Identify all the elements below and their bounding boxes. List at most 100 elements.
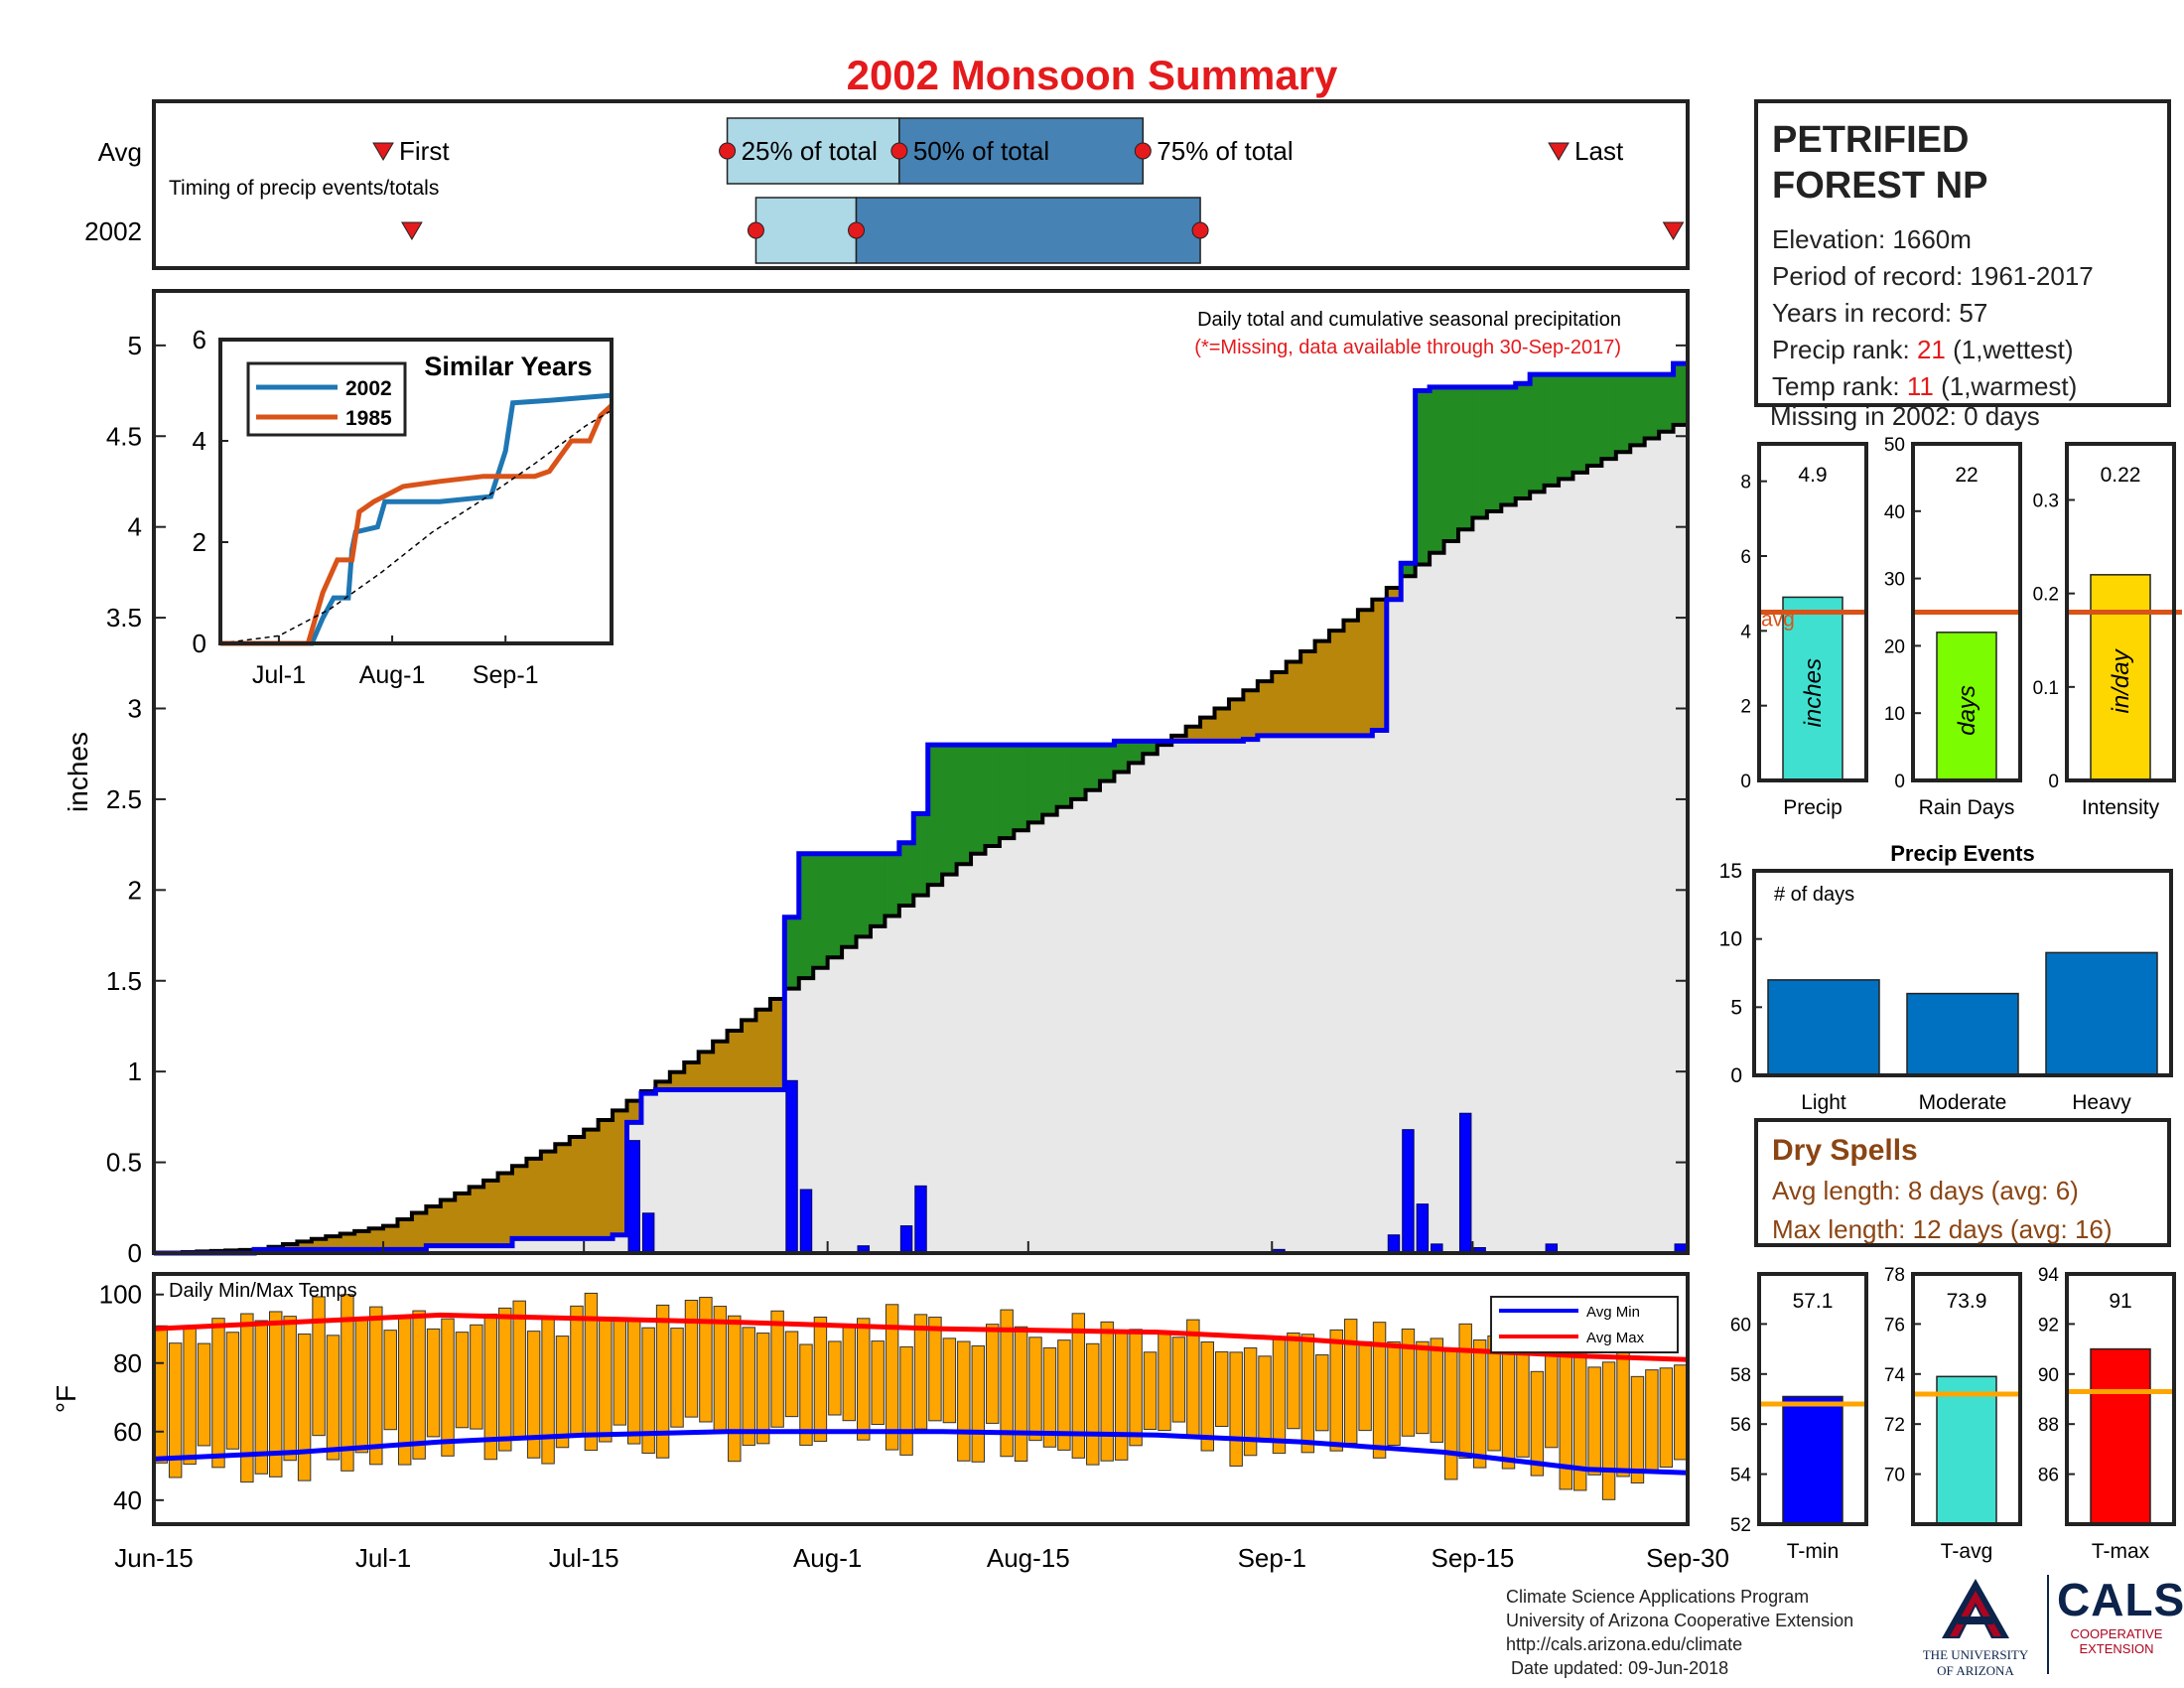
daily-temp-bar — [183, 1326, 197, 1466]
main-below-avg-day — [1286, 661, 1301, 736]
main-above-avg-day — [1472, 386, 1488, 518]
main-fill-day — [1257, 735, 1273, 1253]
side-bar-value: 22 — [1955, 464, 1978, 487]
daily-temp-bar — [755, 1333, 770, 1445]
main-below-avg-day — [584, 1129, 600, 1239]
main-fill-day — [426, 1245, 442, 1253]
daily-temp-bar — [957, 1340, 971, 1462]
daily-temp-bar — [1200, 1341, 1215, 1452]
events-frame — [1752, 869, 2173, 1077]
main-fill-day — [1457, 529, 1474, 1253]
main-below-avg-day — [555, 1144, 571, 1239]
main-above-avg-day — [1027, 745, 1043, 823]
main-above-avg-day — [827, 853, 843, 958]
main-above-avg-day — [1673, 363, 1689, 425]
main-below-avg-day — [540, 1151, 556, 1239]
timing-label-first: First — [399, 136, 450, 166]
daily-temp-bar — [1501, 1347, 1516, 1470]
side-y-tick-label: 0.2 — [2033, 585, 2059, 606]
inset-x-tick-label: Sep-1 — [473, 661, 539, 689]
daily-temp-bar — [441, 1318, 455, 1457]
precip-event-bar — [1767, 979, 1880, 1076]
main-fill-day — [598, 1238, 614, 1253]
inset-legend-box — [246, 361, 407, 437]
main-below-avg-day — [440, 1199, 456, 1246]
daily-temp-bar — [985, 1324, 1000, 1424]
side-y-tick-label: 2 — [1740, 697, 1751, 718]
main-below-avg-day — [1329, 631, 1345, 736]
daily-temp-bar — [1401, 1329, 1416, 1437]
main-fill-day — [1085, 789, 1101, 1253]
main-above-avg-day — [1659, 374, 1675, 432]
timing-label-50: 50% of total — [913, 136, 1049, 166]
main-y-tick-label: 3 — [128, 694, 142, 724]
daily-temp-bar — [1100, 1321, 1114, 1462]
daily-precip-bar — [1458, 1112, 1472, 1254]
temps-legend-box — [1490, 1296, 1679, 1353]
station-missing: Missing in 2002: 0 days — [1770, 401, 2040, 431]
main-fill-day — [1486, 511, 1502, 1253]
precip-event-bar — [1906, 992, 2019, 1076]
precip-event-category: Moderate — [1919, 1091, 2007, 1114]
timing-panel: Avg 2002 Timing of precip events/totals … — [84, 99, 1690, 270]
side-y-tick-label: 6 — [1740, 547, 1751, 568]
temp-y-tick-label: 88 — [2038, 1415, 2059, 1436]
main-fill-day — [1214, 741, 1230, 1253]
daily-temp-bar — [154, 1325, 168, 1464]
daily-temp-bar — [1014, 1326, 1028, 1462]
temp-y-tick-label: 56 — [1730, 1415, 1751, 1436]
daily-temp-bar — [713, 1306, 728, 1433]
main-above-avg-day — [956, 745, 972, 865]
daily-temp-bar — [1416, 1340, 1430, 1435]
footer-line-3: http://cals.arizona.edu/climate — [1506, 1634, 1743, 1654]
main-fill-day — [1615, 452, 1631, 1253]
temp-y-tick-label: 78 — [1884, 1265, 1905, 1286]
main-y-tick-label: 4 — [128, 512, 142, 542]
main-fill-day — [1228, 741, 1244, 1253]
inset-title: Similar Years — [424, 352, 592, 381]
daily-temp-bar — [1387, 1340, 1401, 1446]
daily-temp-bar — [1674, 1364, 1688, 1461]
side-bar-value: 4.9 — [1798, 464, 1827, 487]
temp-y-tick-label: 70 — [1884, 1466, 1905, 1486]
temp-bar-value: 57.1 — [1793, 1290, 1834, 1313]
daily-temp-bar — [813, 1316, 828, 1443]
main-chart: 0 0.5 1 1.5 2 2.5 3 3.5 4 4.5 5 inches Daily total a… — [63, 289, 1729, 1573]
main-fill-day — [1027, 822, 1043, 1253]
cals-sub-2: EXTENSION — [2079, 1641, 2154, 1656]
main-fill-day — [1300, 735, 1316, 1253]
daily-temp-bar — [1215, 1350, 1229, 1427]
side-bar-unit: inches — [1800, 658, 1827, 727]
main-fill-day — [885, 915, 900, 1253]
daily-temp-bar — [655, 1304, 670, 1459]
inset-legend-label: 2002 — [345, 377, 392, 400]
timing-avg-pct-marker — [890, 142, 908, 160]
main-y-tick-label: 1.5 — [106, 966, 142, 996]
daily-temp-bar — [971, 1344, 985, 1463]
daily-temp-bar — [383, 1330, 397, 1431]
main-fill-day — [999, 838, 1015, 1253]
main-fill-day — [584, 1238, 600, 1253]
main-above-avg-day — [813, 853, 829, 968]
main-fill-day — [798, 978, 814, 1253]
daily-temp-bar — [1630, 1375, 1645, 1484]
x-tick-label: Aug-1 — [793, 1543, 862, 1573]
main-fill-day — [1329, 735, 1345, 1253]
main-fill-day — [1343, 735, 1359, 1253]
timing-label-25: 25% of total — [742, 136, 878, 166]
main-y-tick-label: 2.5 — [106, 784, 142, 814]
ua-logo: THE UNIVERSITY OF ARIZONA — [1916, 1577, 2035, 1679]
main-fill-day — [1601, 459, 1617, 1253]
main-fill-day — [555, 1238, 571, 1253]
daily-temp-bar — [1645, 1369, 1659, 1472]
side-y-tick-label: 40 — [1884, 502, 1905, 523]
main-fill-day — [1559, 479, 1574, 1253]
side-bar-1 — [1936, 632, 1997, 781]
side-bar-label: Precip — [1783, 796, 1843, 819]
temp-bar-frame — [2065, 1272, 2176, 1526]
footer-line-2: University of Arizona Cooperative Extens… — [1506, 1611, 1854, 1630]
main-y-tick-label: 4.5 — [106, 421, 142, 451]
inset-x-tick-label: Aug-1 — [359, 661, 426, 689]
main-fill-day — [1314, 735, 1330, 1253]
station-period: Period of record: 1961-2017 — [1772, 261, 2094, 291]
